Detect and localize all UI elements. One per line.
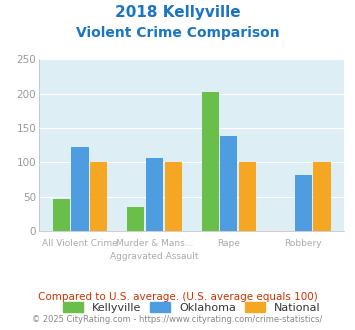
- Text: © 2025 CityRating.com - https://www.cityrating.com/crime-statistics/: © 2025 CityRating.com - https://www.city…: [32, 315, 323, 324]
- Bar: [295, 175, 312, 231]
- Bar: [202, 92, 219, 231]
- Bar: [164, 162, 182, 231]
- Legend: Kellyville, Oklahoma, National: Kellyville, Oklahoma, National: [63, 302, 320, 313]
- Bar: [127, 207, 144, 231]
- Text: Aggravated Assault: Aggravated Assault: [110, 252, 199, 261]
- Bar: [71, 147, 88, 231]
- Bar: [90, 162, 107, 231]
- Bar: [146, 158, 163, 231]
- Text: All Violent Crime: All Violent Crime: [42, 239, 118, 248]
- Text: 2018 Kellyville: 2018 Kellyville: [115, 5, 240, 20]
- Text: Violent Crime Comparison: Violent Crime Comparison: [76, 26, 279, 40]
- Text: Compared to U.S. average. (U.S. average equals 100): Compared to U.S. average. (U.S. average …: [38, 292, 317, 302]
- Text: Rape: Rape: [218, 239, 240, 248]
- Bar: [220, 136, 237, 231]
- Bar: [313, 162, 331, 231]
- Bar: [239, 162, 256, 231]
- Text: Murder & Mans...: Murder & Mans...: [116, 239, 193, 248]
- Bar: [53, 199, 70, 231]
- Text: Robbery: Robbery: [285, 239, 322, 248]
